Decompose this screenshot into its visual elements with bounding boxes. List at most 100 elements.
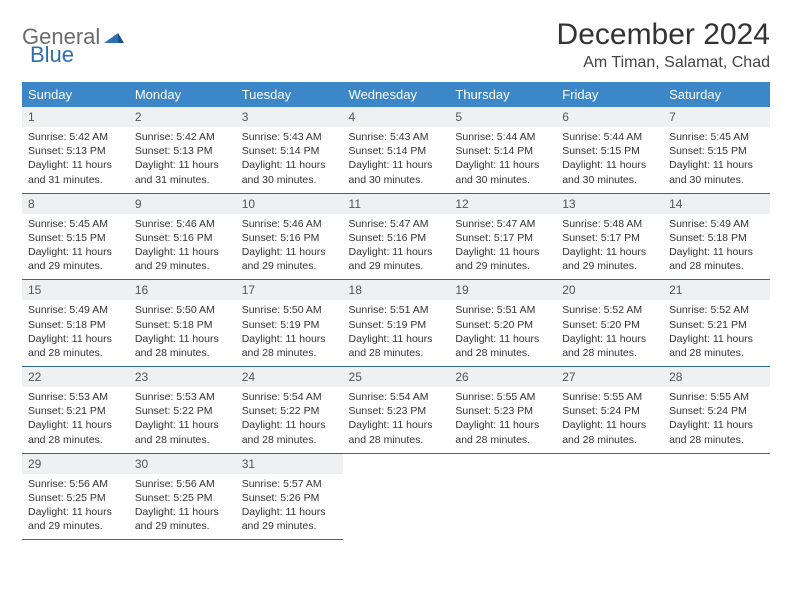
daylight-text: Daylight: 11 hours and 29 minutes. <box>135 505 230 533</box>
sunset-text: Sunset: 5:14 PM <box>242 144 337 158</box>
daylight-text: Daylight: 11 hours and 29 minutes. <box>135 245 230 273</box>
day-detail: Sunrise: 5:49 AMSunset: 5:18 PMDaylight:… <box>663 214 770 280</box>
calendar-cell: 6Sunrise: 5:44 AMSunset: 5:15 PMDaylight… <box>556 107 663 193</box>
calendar-cell: 4Sunrise: 5:43 AMSunset: 5:14 PMDaylight… <box>343 107 450 193</box>
sunrise-text: Sunrise: 5:50 AM <box>135 303 230 317</box>
sunset-text: Sunset: 5:21 PM <box>669 318 764 332</box>
day-number: 13 <box>556 194 663 214</box>
calendar-cell: 26Sunrise: 5:55 AMSunset: 5:23 PMDayligh… <box>449 367 556 454</box>
sunrise-text: Sunrise: 5:44 AM <box>562 130 657 144</box>
day-detail: Sunrise: 5:55 AMSunset: 5:24 PMDaylight:… <box>663 387 770 453</box>
calendar-cell <box>663 453 770 540</box>
calendar-cell: 28Sunrise: 5:55 AMSunset: 5:24 PMDayligh… <box>663 367 770 454</box>
sunset-text: Sunset: 5:16 PM <box>349 231 444 245</box>
day-number: 15 <box>22 280 129 300</box>
calendar-cell: 21 Sunrise: 5:52 AMSunset: 5:21 PMDayligh… <box>663 280 770 367</box>
daylight-text: Daylight: 11 hours and 28 minutes. <box>135 332 230 360</box>
sunrise-text: Sunrise: 5:49 AM <box>28 303 123 317</box>
daylight-text: Daylight: 11 hours and 28 minutes. <box>28 332 123 360</box>
calendar-cell <box>556 453 663 540</box>
sunrise-text: Sunrise: 5:55 AM <box>562 390 657 404</box>
daylight-text: Daylight: 11 hours and 28 minutes. <box>669 332 764 360</box>
sunset-text: Sunset: 5:20 PM <box>562 318 657 332</box>
day-detail: Sunrise: 5:45 AMSunset: 5:15 PMDaylight:… <box>22 214 129 280</box>
header: General December 2024 Am Timan, Salamat,… <box>22 18 770 72</box>
sunset-text: Sunset: 5:15 PM <box>669 144 764 158</box>
sunset-text: Sunset: 5:24 PM <box>669 404 764 418</box>
calendar-week: 8Sunrise: 5:45 AMSunset: 5:15 PMDaylight… <box>22 193 770 280</box>
logo-text-blue: Blue <box>30 42 74 67</box>
day-header: Wednesday <box>343 82 450 107</box>
calendar-cell: 30Sunrise: 5:56 AMSunset: 5:25 PMDayligh… <box>129 453 236 540</box>
daylight-text: Daylight: 11 hours and 28 minutes. <box>349 418 444 446</box>
day-detail: Sunrise: 5:50 AMSunset: 5:18 PMDaylight:… <box>129 300 236 366</box>
day-detail: Sunrise: 5:48 AMSunset: 5:17 PMDaylight:… <box>556 214 663 280</box>
day-detail: Sunrise: 5:54 AMSunset: 5:22 PMDaylight:… <box>236 387 343 453</box>
sunrise-text: Sunrise: 5:51 AM <box>349 303 444 317</box>
daylight-text: Daylight: 11 hours and 28 minutes. <box>455 332 550 360</box>
calendar-cell: 20 Sunrise: 5:52 AMSunset: 5:20 PMDayligh… <box>556 280 663 367</box>
day-detail: Sunrise: 5:55 AMSunset: 5:24 PMDaylight:… <box>556 387 663 453</box>
page-title: December 2024 <box>557 18 770 52</box>
daylight-text: Daylight: 11 hours and 29 minutes. <box>28 505 123 533</box>
daylight-text: Daylight: 11 hours and 30 minutes. <box>349 158 444 186</box>
daylight-text: Daylight: 11 hours and 29 minutes. <box>455 245 550 273</box>
sunset-text: Sunset: 5:20 PM <box>455 318 550 332</box>
calendar-cell: 23Sunrise: 5:53 AMSunset: 5:22 PMDayligh… <box>129 367 236 454</box>
day-number: 20 <box>556 280 663 300</box>
day-number: 5 <box>449 107 556 127</box>
sunrise-text: Sunrise: 5:42 AM <box>135 130 230 144</box>
day-header: Tuesday <box>236 82 343 107</box>
day-detail: Sunrise: 5:56 AMSunset: 5:25 PMDaylight:… <box>22 474 129 540</box>
sunset-text: Sunset: 5:23 PM <box>349 404 444 418</box>
calendar-cell: 19Sunrise: 5:51 AMSunset: 5:20 PMDayligh… <box>449 280 556 367</box>
day-number: 25 <box>343 367 450 387</box>
day-number: 12 <box>449 194 556 214</box>
day-number: 4 <box>343 107 450 127</box>
day-number: 11 <box>343 194 450 214</box>
sunrise-text: Sunrise: 5:43 AM <box>242 130 337 144</box>
sunset-text: Sunset: 5:19 PM <box>349 318 444 332</box>
day-number: 8 <box>22 194 129 214</box>
day-number: 30 <box>129 454 236 474</box>
sunrise-text: Sunrise: 5:46 AM <box>135 217 230 231</box>
day-detail: Sunrise: 5:45 AMSunset: 5:15 PMDaylight:… <box>663 127 770 193</box>
title-block: December 2024 Am Timan, Salamat, Chad <box>557 18 770 72</box>
sunset-text: Sunset: 5:23 PM <box>455 404 550 418</box>
sunrise-text: Sunrise: 5:50 AM <box>242 303 337 317</box>
sunset-text: Sunset: 5:17 PM <box>455 231 550 245</box>
day-number: 9 <box>129 194 236 214</box>
calendar-cell: 10Sunrise: 5:46 AMSunset: 5:16 PMDayligh… <box>236 193 343 280</box>
day-number: 6 <box>556 107 663 127</box>
daylight-text: Daylight: 11 hours and 28 minutes. <box>669 418 764 446</box>
sunrise-text: Sunrise: 5:55 AM <box>455 390 550 404</box>
sunset-text: Sunset: 5:14 PM <box>455 144 550 158</box>
day-number: 18 <box>343 280 450 300</box>
daylight-text: Daylight: 11 hours and 29 minutes. <box>242 245 337 273</box>
sunrise-text: Sunrise: 5:43 AM <box>349 130 444 144</box>
sunset-text: Sunset: 5:15 PM <box>562 144 657 158</box>
daylight-text: Daylight: 11 hours and 28 minutes. <box>669 245 764 273</box>
day-detail: Sunrise: 5:44 AMSunset: 5:15 PMDaylight:… <box>556 127 663 193</box>
calendar-cell: 15Sunrise: 5:49 AMSunset: 5:18 PMDayligh… <box>22 280 129 367</box>
day-number: 22 <box>22 367 129 387</box>
day-detail: Sunrise: 5:43 AMSunset: 5:14 PMDaylight:… <box>343 127 450 193</box>
calendar-cell: 29Sunrise: 5:56 AMSunset: 5:25 PMDayligh… <box>22 453 129 540</box>
day-number: 21 <box>663 280 770 300</box>
daylight-text: Daylight: 11 hours and 29 minutes. <box>349 245 444 273</box>
sunrise-text: Sunrise: 5:52 AM <box>669 303 764 317</box>
location-text: Am Timan, Salamat, Chad <box>557 54 770 72</box>
day-number: 3 <box>236 107 343 127</box>
sunrise-text: Sunrise: 5:52 AM <box>562 303 657 317</box>
day-detail: Sunrise: 5:49 AMSunset: 5:18 PMDaylight:… <box>22 300 129 366</box>
daylight-text: Daylight: 11 hours and 29 minutes. <box>28 245 123 273</box>
sunrise-text: Sunrise: 5:56 AM <box>135 477 230 491</box>
day-detail: Sunrise: 5:50 AMSunset: 5:19 PMDaylight:… <box>236 300 343 366</box>
daylight-text: Daylight: 11 hours and 28 minutes. <box>562 332 657 360</box>
day-detail: Sunrise: 5:51 AMSunset: 5:19 PMDaylight:… <box>343 300 450 366</box>
sunrise-text: Sunrise: 5:47 AM <box>349 217 444 231</box>
calendar-table: SundayMondayTuesdayWednesdayThursdayFrid… <box>22 82 770 540</box>
daylight-text: Daylight: 11 hours and 28 minutes. <box>28 418 123 446</box>
sunset-text: Sunset: 5:14 PM <box>349 144 444 158</box>
calendar-cell: 24Sunrise: 5:54 AMSunset: 5:22 PMDayligh… <box>236 367 343 454</box>
